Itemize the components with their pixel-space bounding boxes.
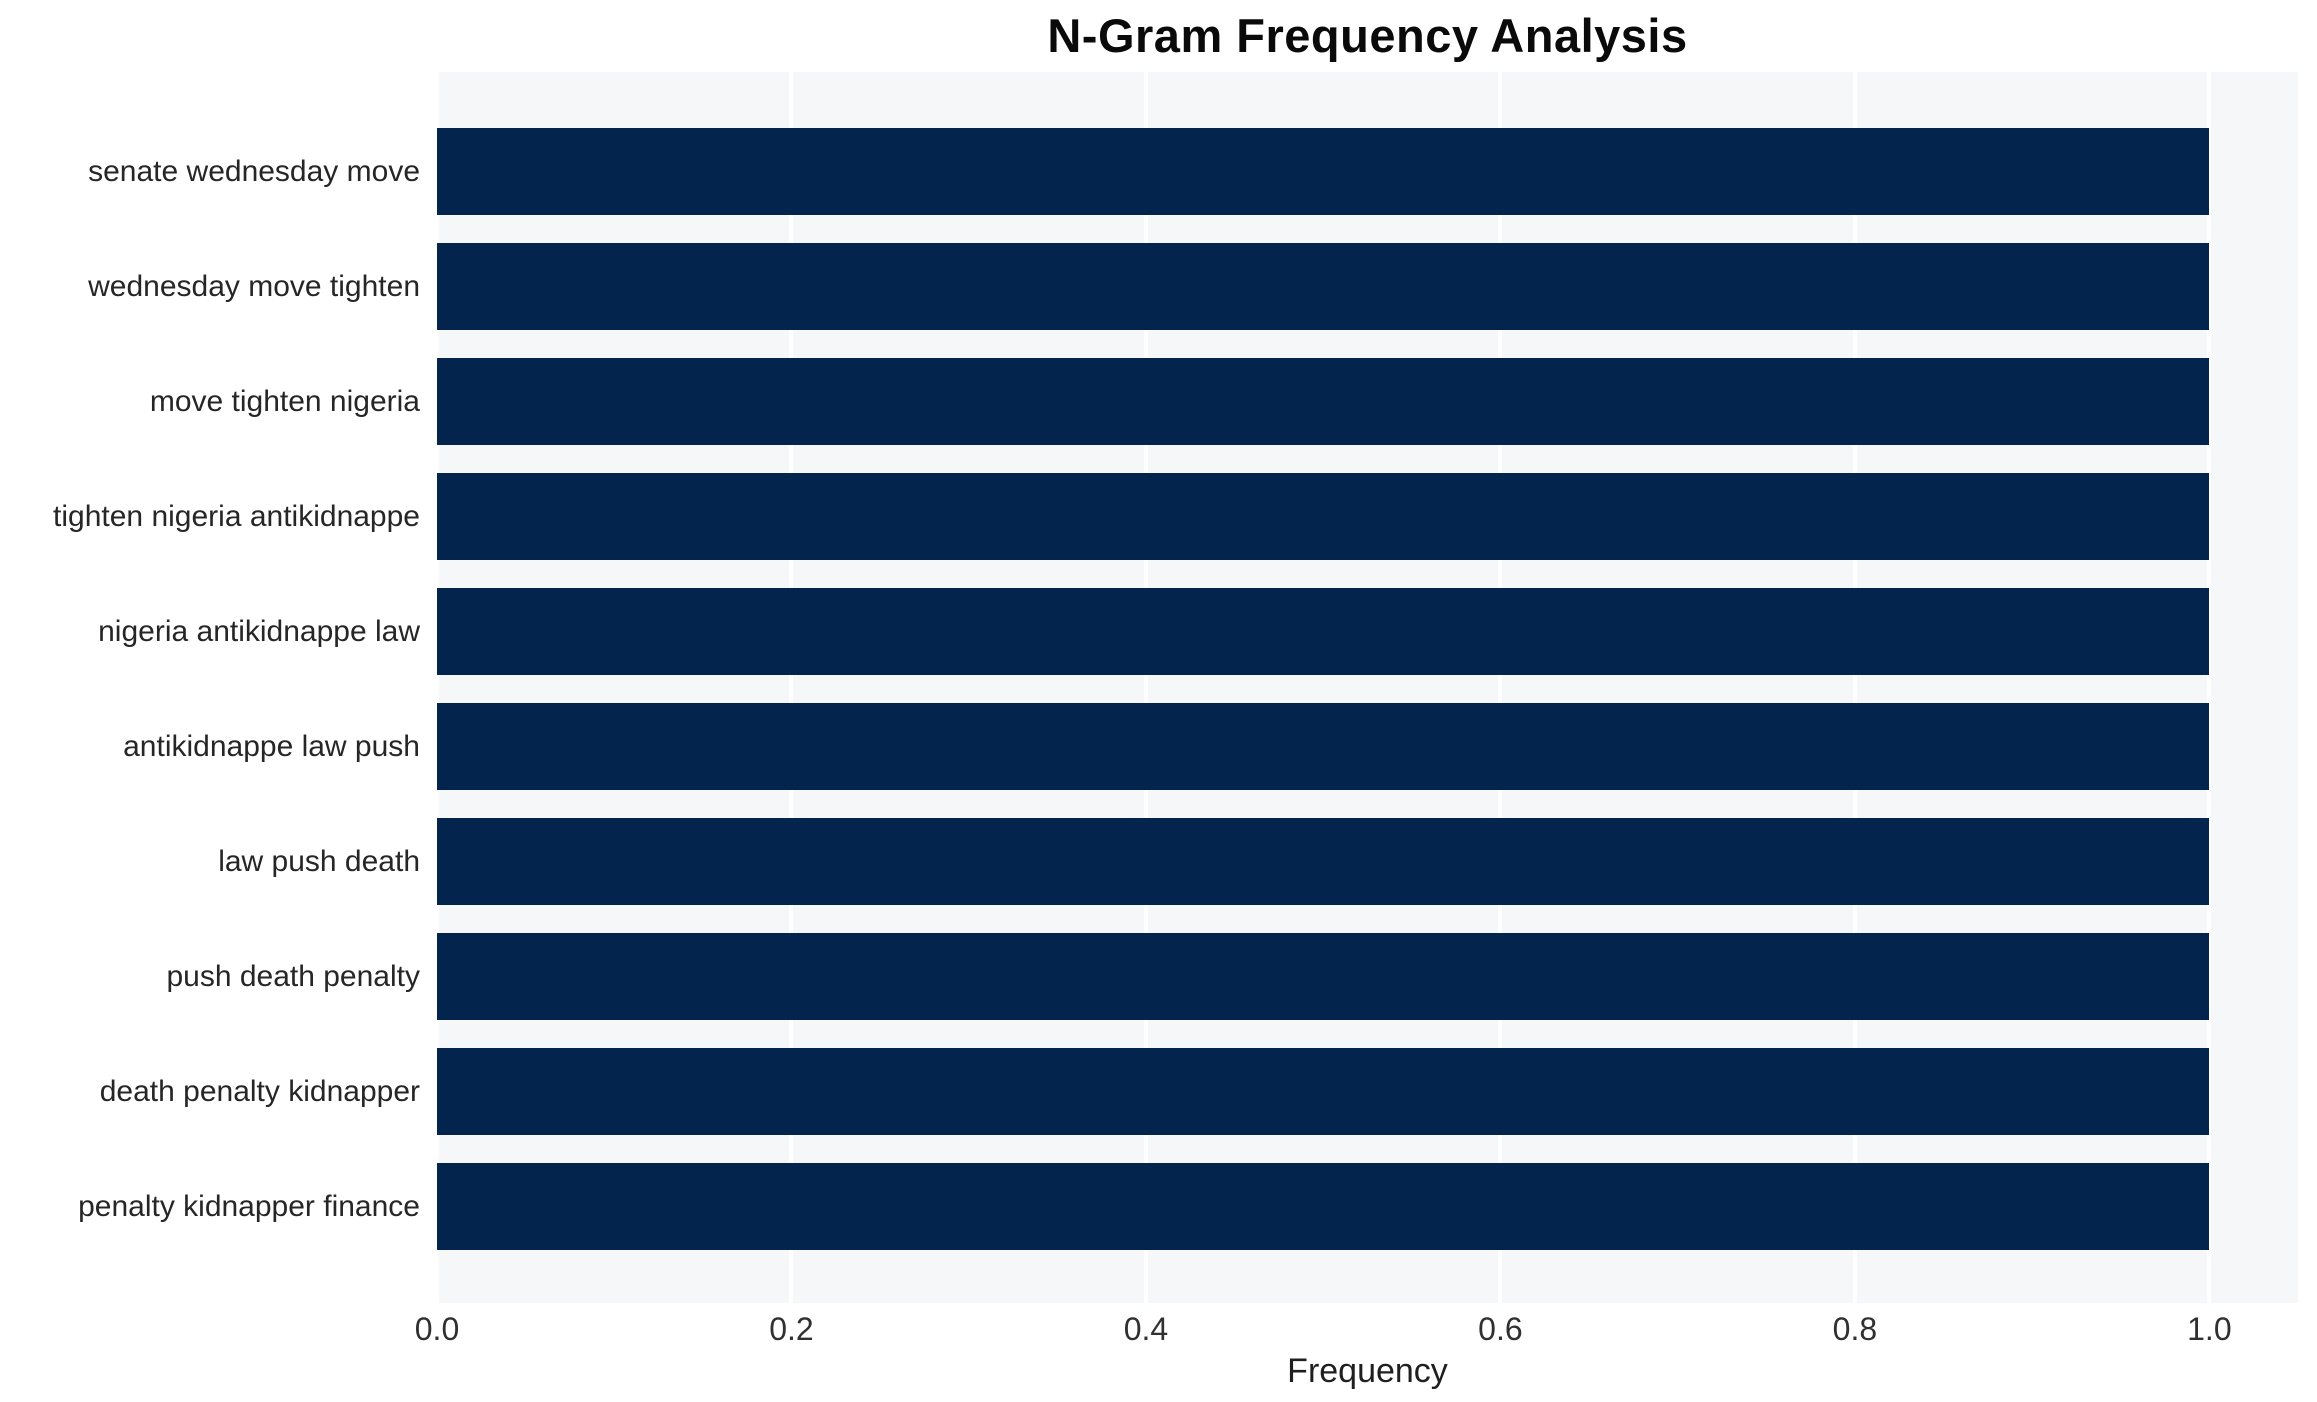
- x-tick-label: 0.4: [1123, 1311, 1169, 1347]
- bar: [437, 1163, 2210, 1250]
- bar: [437, 1048, 2210, 1135]
- x-axis-title: Frequency: [1287, 1352, 1448, 1390]
- bar: [437, 128, 2210, 215]
- plot-area: [435, 72, 2298, 1303]
- bar: [437, 473, 2210, 560]
- y-axis-label: penalty kidnapper finance: [78, 1190, 420, 1223]
- bar: [437, 358, 2210, 445]
- bar: [437, 703, 2210, 790]
- x-tick-label: 0.2: [769, 1311, 814, 1347]
- x-tick-label: 0.6: [1478, 1311, 1523, 1347]
- gridline-x-0.4: [1143, 72, 1148, 1303]
- bar: [437, 588, 2210, 675]
- gridline-x-0.8: [1852, 72, 1857, 1303]
- y-axis-label: nigeria antikidnappe law: [98, 615, 420, 648]
- y-axis-label: push death penalty: [166, 960, 420, 993]
- x-tick-label: 1.0: [2187, 1311, 2232, 1347]
- y-axis-label: death penalty kidnapper: [99, 1075, 420, 1108]
- x-tick-label: 0.8: [1832, 1311, 1878, 1347]
- bar: [437, 243, 2210, 330]
- gridline-x-0.2: [789, 72, 794, 1303]
- y-axis-label: antikidnappe law push: [123, 730, 420, 763]
- gridline-x-0.6: [1498, 72, 1503, 1303]
- y-axis-label: move tighten nigeria: [149, 385, 420, 418]
- chart-title: N-Gram Frequency Analysis: [1047, 9, 1688, 62]
- bar: [437, 933, 2210, 1020]
- gridline-x-0.0: [435, 72, 439, 1303]
- y-axis-label: wednesday move tighten: [88, 270, 420, 303]
- gridline-x-1.0: [2207, 72, 2212, 1303]
- y-axis-label: law push death: [218, 845, 420, 878]
- y-axis-label: senate wednesday move: [88, 155, 420, 188]
- x-tick-label: 0.0: [414, 1311, 460, 1347]
- bar: [437, 818, 2210, 905]
- y-axis-label: tighten nigeria antikidnappe: [53, 500, 420, 533]
